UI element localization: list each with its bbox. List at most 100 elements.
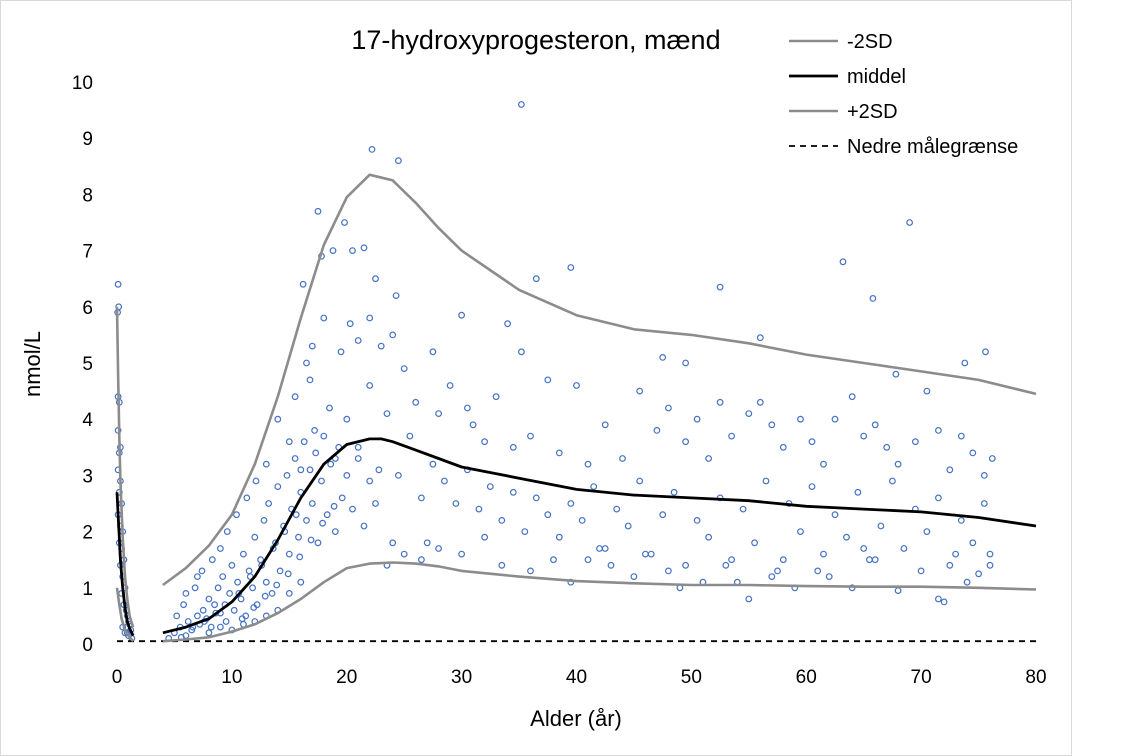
x-tick-label: 70 [911,667,932,688]
chart-frame [0,0,1072,756]
data-point [284,570,292,578]
data-point [383,410,391,418]
data-point [395,157,402,165]
data-point [354,443,362,451]
data-point [940,598,948,606]
data-point [297,578,305,586]
data-point [214,584,222,592]
data-point [400,365,408,373]
legend-label: middel [847,66,906,88]
data-point [354,337,362,344]
series-line-middel [115,492,135,637]
data-point [182,590,190,597]
data-point [392,292,400,300]
data-point [642,550,649,558]
data-point [234,578,242,586]
x-tick-label: 60 [796,667,817,688]
data-point [980,472,988,479]
data-point [205,595,213,603]
reference-lines [115,173,1037,643]
data-point [952,550,959,558]
data-point [860,545,868,552]
data-point [935,595,942,603]
data-point [389,539,397,547]
data-point [314,539,322,547]
data-point [567,500,575,507]
data-point [797,415,804,423]
data-point [762,477,770,485]
data-point [883,443,891,451]
data-point [441,477,448,485]
data-point [894,460,902,468]
data-point [205,629,213,637]
data-point [306,376,314,384]
data-point [751,539,758,547]
data-point [283,472,291,479]
data-point [869,295,877,302]
data-point [337,348,345,356]
data-point [475,505,483,513]
data-point [295,533,302,541]
legend-label: -2SD [847,31,893,53]
data-point [464,404,471,412]
data-point [653,427,661,434]
data-point [311,427,319,434]
y-tick-label: 10 [72,73,93,94]
data-point [961,359,969,367]
data-point [446,382,454,389]
data-point [458,311,466,319]
data-point [319,519,327,527]
data-point [825,573,833,580]
data-point [395,472,402,479]
data-point [917,567,925,575]
data-point [331,528,339,535]
data-point [300,438,308,446]
data-point [912,438,919,446]
data-point [705,533,712,541]
data-point [285,550,293,558]
data-point [682,561,689,569]
data-point [584,460,592,468]
data-point [756,334,764,342]
data-point [115,303,123,311]
x-tick-label: 50 [681,667,702,688]
data-point [423,539,431,547]
data-point [843,533,850,541]
data-point [291,393,299,401]
data-point [219,573,227,580]
data-point [601,421,609,429]
data-point [372,275,379,283]
data-point [268,590,276,597]
data-point [659,354,667,361]
data-point [518,101,525,108]
data-point [349,505,356,513]
data-point [636,387,644,395]
data-point [682,438,689,446]
data-point [567,264,575,271]
data-point [193,612,201,620]
data-point [292,511,300,519]
data-point [768,573,776,580]
data-point [498,517,506,524]
series-line-middel [162,437,1037,635]
data-point [779,443,787,451]
data-point [250,604,258,611]
data-point [573,382,580,389]
data-point [291,455,299,462]
data-point [722,561,730,569]
data-point [630,573,638,580]
data-point [779,556,787,564]
data-point [375,466,383,474]
data-point [946,466,954,474]
data-point [327,460,335,468]
data-point [889,477,896,485]
data-point [665,567,672,575]
data-point [486,483,494,491]
data-point [228,561,236,569]
data-point [211,601,219,609]
data-point [233,511,240,519]
data-point [323,511,331,519]
data-point [349,247,356,255]
data-point [619,455,626,462]
data-point [728,556,735,564]
